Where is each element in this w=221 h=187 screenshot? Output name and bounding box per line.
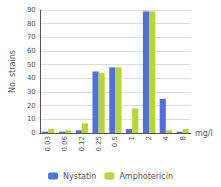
svg-text:10: 10 [27, 115, 36, 123]
svg-text:8: 8 [179, 136, 187, 140]
svg-text:40: 40 [27, 74, 36, 82]
svg-text:70: 70 [27, 33, 36, 41]
svg-text:90: 90 [27, 6, 36, 14]
svg-text:4: 4 [162, 135, 170, 140]
svg-text:Nystatin: Nystatin [63, 172, 96, 181]
svg-text:0: 0 [31, 129, 35, 137]
svg-text:0.03: 0.03 [44, 136, 52, 152]
svg-text:0.12: 0.12 [78, 136, 86, 152]
svg-text:50: 50 [27, 61, 36, 69]
svg-text:80: 80 [27, 20, 36, 28]
svg-text:20: 20 [27, 102, 36, 110]
svg-text:0.5: 0.5 [111, 136, 119, 147]
svg-text:No. strains: No. strains [8, 50, 17, 93]
svg-text:0.06: 0.06 [61, 135, 69, 151]
svg-text:2: 2 [145, 136, 153, 140]
svg-text:0.25: 0.25 [95, 136, 103, 152]
svg-text:60: 60 [27, 47, 36, 55]
svg-text:Amphotericin: Amphotericin [119, 172, 173, 181]
svg-text:mg/l: mg/l [195, 129, 213, 138]
svg-text:1: 1 [128, 136, 136, 140]
svg-text:30: 30 [27, 88, 36, 96]
